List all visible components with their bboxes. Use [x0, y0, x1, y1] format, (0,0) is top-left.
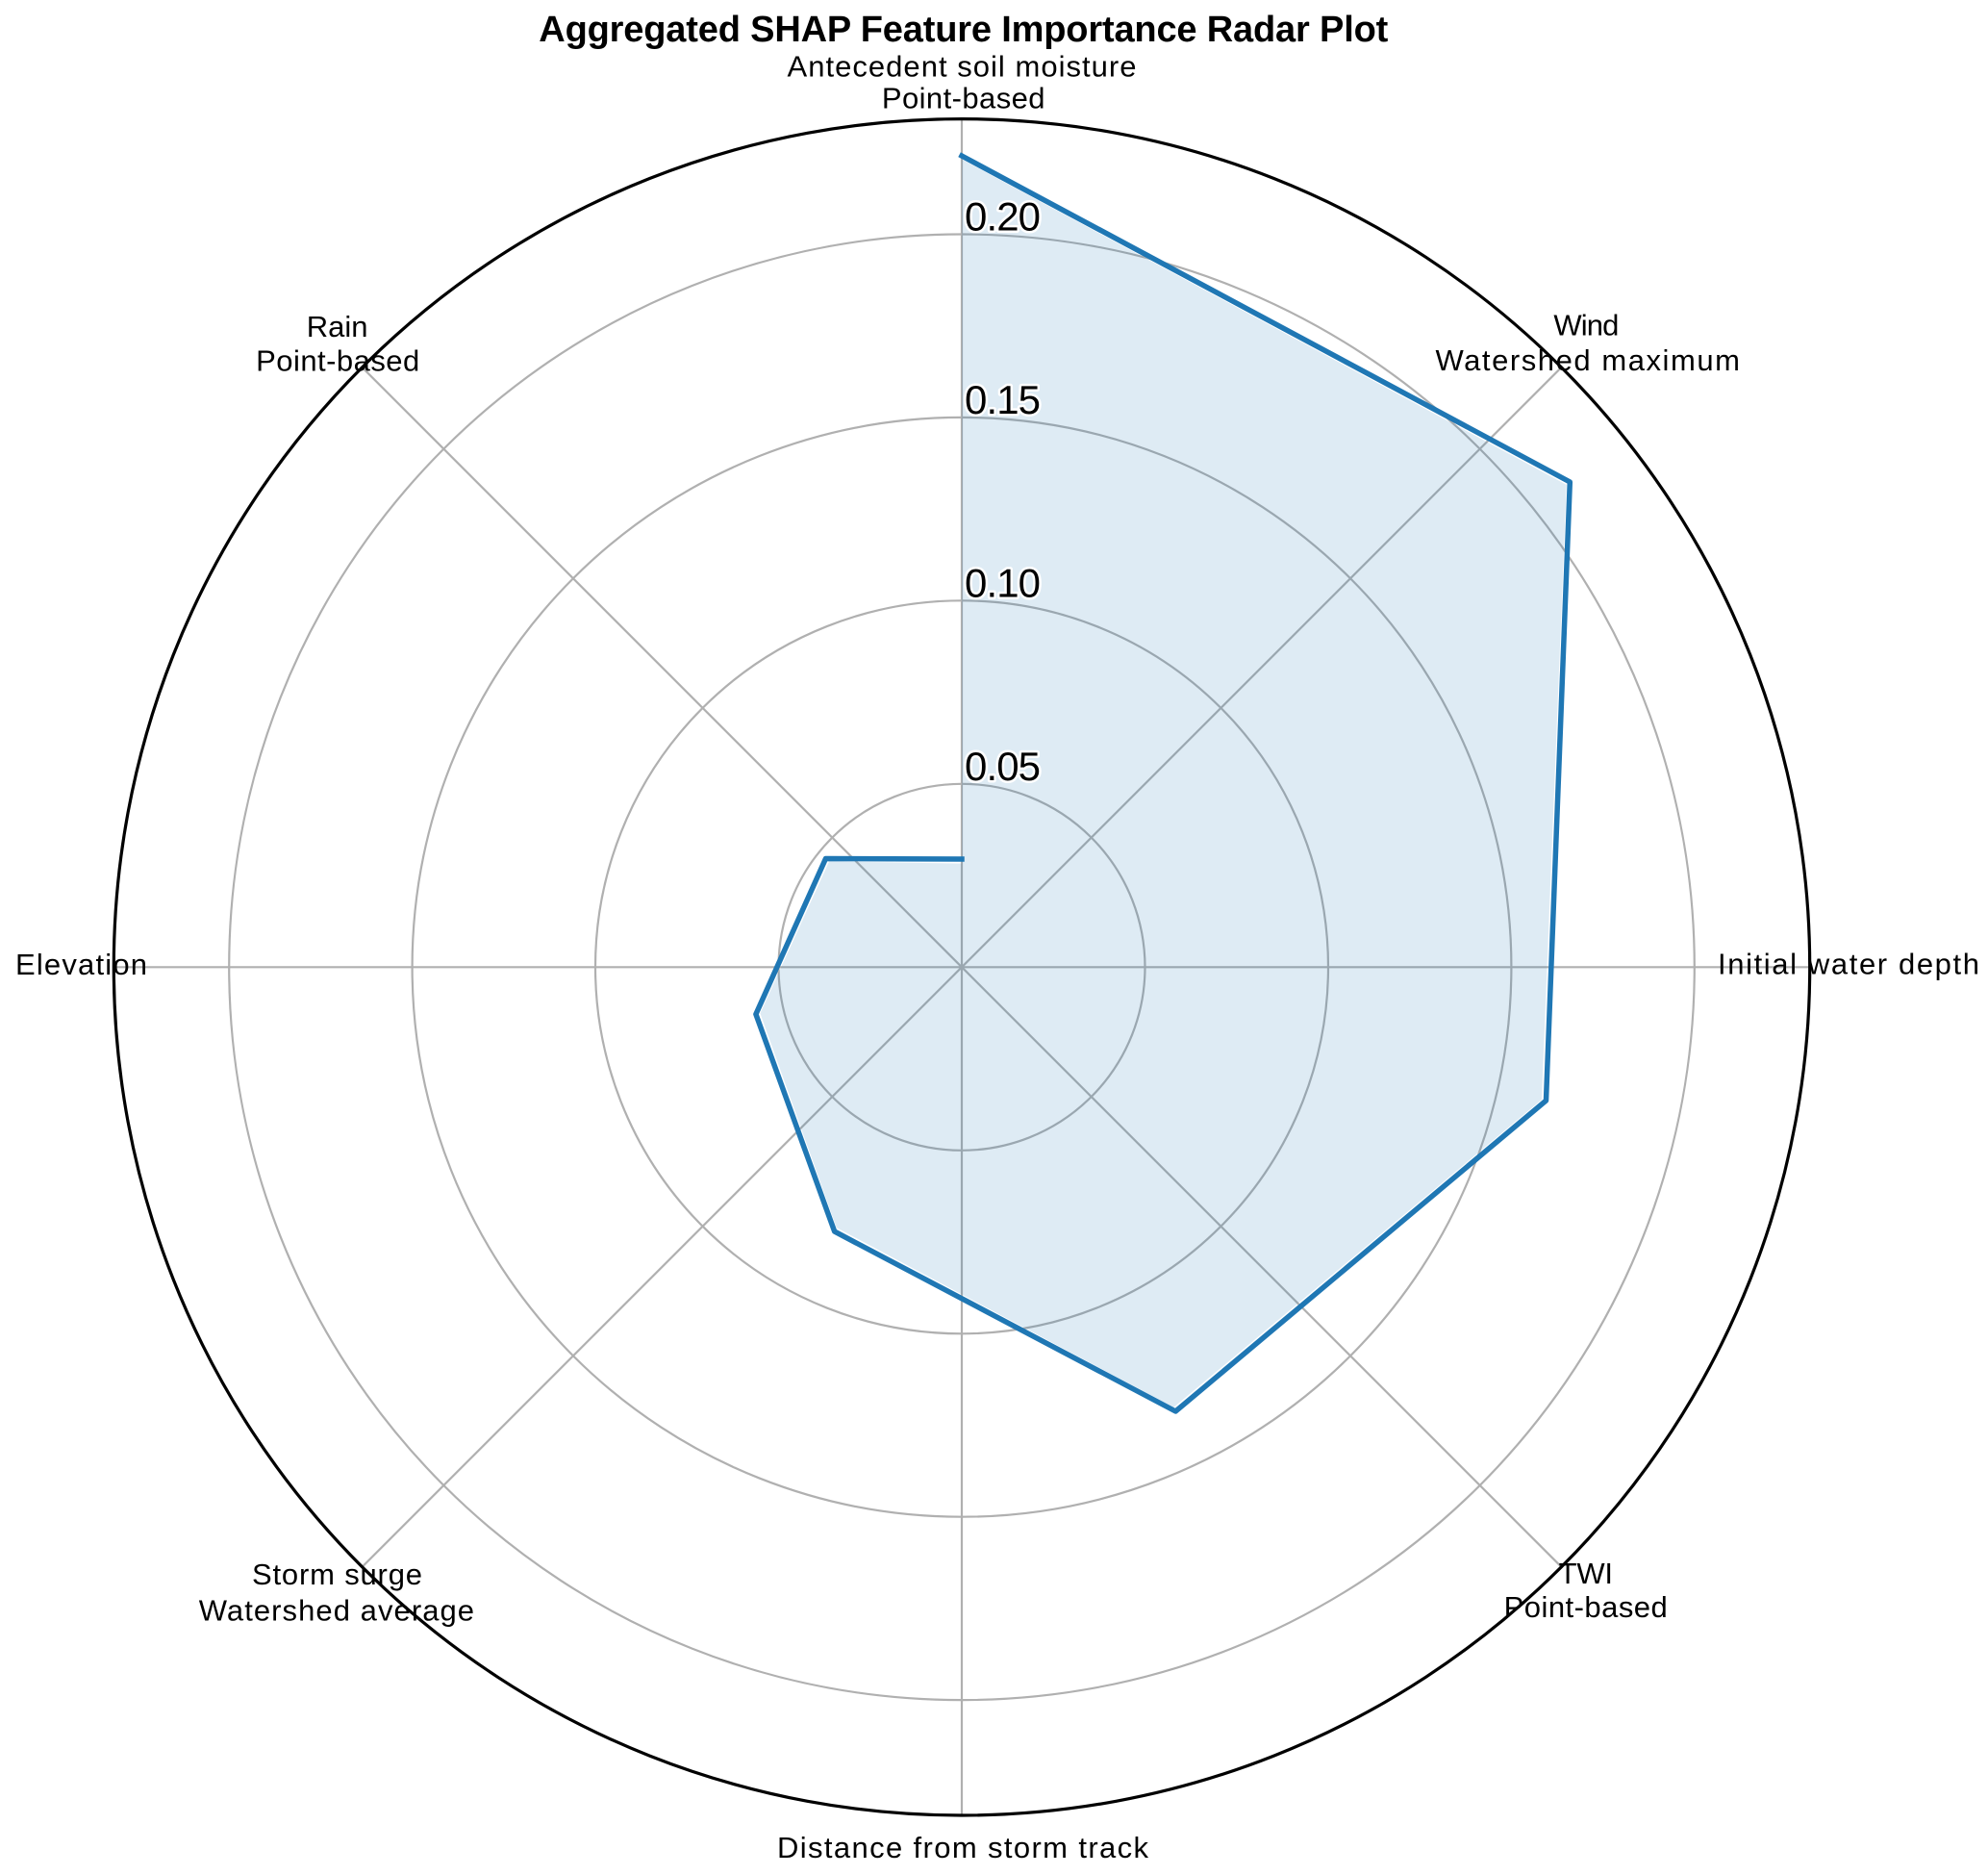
svg-text:Storm surge: Storm surge [252, 1558, 422, 1591]
svg-text:0.15: 0.15 [965, 377, 1041, 422]
svg-text:Distance from storm track: Distance from storm track [777, 1831, 1149, 1864]
svg-text:Point-based: Point-based [256, 344, 419, 378]
svg-text:0.10: 0.10 [965, 560, 1041, 605]
svg-text:Aggregated SHAP Feature Import: Aggregated SHAP Feature Importance Radar… [539, 10, 1388, 50]
svg-text:Wind: Wind [1553, 308, 1619, 342]
svg-text:TWI: TWI [1559, 1557, 1613, 1590]
svg-text:Rain: Rain [307, 310, 368, 343]
svg-text:Antecedent soil moisture: Antecedent soil moisture [788, 49, 1137, 83]
svg-text:Point-based: Point-based [882, 82, 1045, 115]
svg-text:Point-based: Point-based [1504, 1590, 1668, 1624]
svg-text:0.20: 0.20 [965, 193, 1041, 239]
svg-text:Watershed maximum: Watershed maximum [1435, 343, 1740, 377]
svg-text:Initial water depth: Initial water depth [1718, 948, 1979, 981]
svg-text:Watershed average: Watershed average [199, 1593, 474, 1627]
svg-text:Elevation: Elevation [15, 948, 147, 981]
svg-text:0.05: 0.05 [965, 744, 1041, 789]
